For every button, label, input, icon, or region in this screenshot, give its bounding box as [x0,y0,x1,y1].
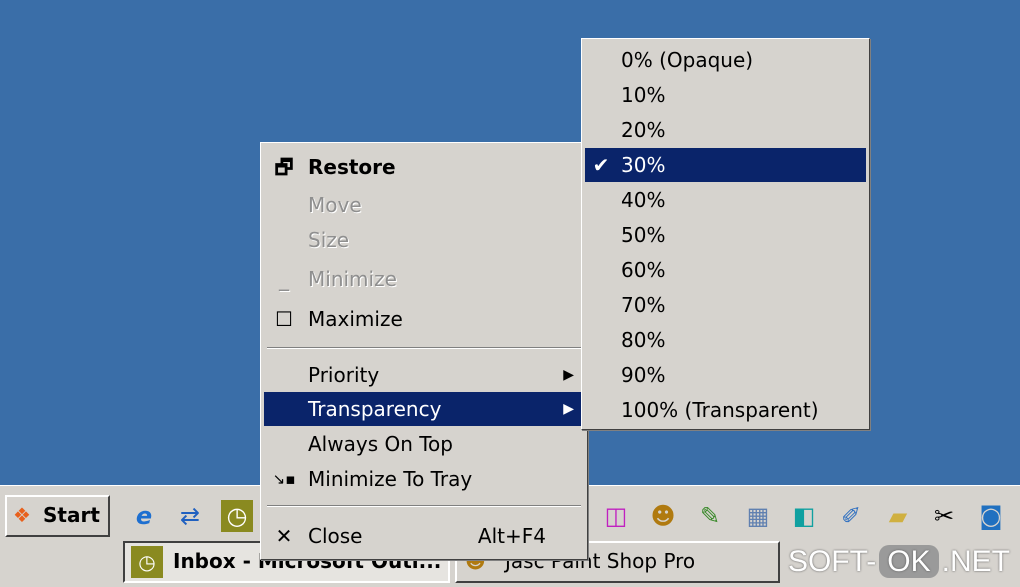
internet-explorer-icon[interactable]: e [135,502,153,530]
search-icon[interactable]: ◙ [979,502,1003,530]
folder-icon[interactable]: ▰ [888,502,908,530]
submenu-item[interactable]: 60% [621,258,666,282]
tool-icon[interactable]: ✎ [699,502,721,530]
menu-separator [267,505,581,507]
menu-item-minimize-to-tray[interactable]: ↘▪ Minimize To Tray [264,462,584,496]
submenu-item[interactable]: 10% [621,83,666,107]
watermark-logo: SOFT- OK .NET [787,545,1010,578]
minimize-to-tray-icon: ↘▪ [272,470,296,488]
outlook-icon[interactable]: ◷ [221,500,253,532]
sync-icon[interactable]: ⇄ [179,502,201,530]
menu-item-transparency[interactable]: Transparency ▶ [264,392,584,426]
task-paint-shop-pro[interactable]: ☻ Jasc Paint Shop Pro [455,541,780,583]
menu-item-close[interactable]: ✕ Close Alt+F4 [264,519,584,553]
maximize-icon: ☐ [275,307,293,331]
paint-shop-icon[interactable]: ☻ [650,502,676,530]
check-icon: ✔ [592,153,610,177]
submenu-arrow-icon: ▶ [563,401,574,417]
submenu-item[interactable]: 40% [621,188,666,212]
submenu-item[interactable]: 100% (Transparent) [621,398,819,422]
notebook-icon[interactable]: ◧ [792,502,816,530]
submenu-item[interactable]: 90% [621,363,666,387]
submenu-item[interactable]: 20% [621,118,666,142]
submenu-item[interactable]: 50% [621,223,666,247]
start-button[interactable]: ❖ Start [5,495,110,537]
outlook-icon: ◷ [131,546,163,578]
submenu-arrow-icon: ▶ [563,367,574,383]
notepad-icon[interactable]: ✐ [840,502,862,530]
windows-logo-icon: ❖ [13,503,31,527]
cut-icon[interactable]: ✂ [933,502,955,530]
app-icon[interactable]: ◫ [604,502,628,530]
menu-item-size: Size [308,228,350,252]
submenu-item[interactable]: 0% (Opaque) [621,48,754,72]
menu-item-minimize: _ Minimize [264,262,584,296]
menu-item-maximize[interactable]: ☐ Maximize [264,302,584,336]
calculator-icon[interactable]: ▦ [746,502,770,530]
restore-icon: 🗗 [274,155,294,179]
submenu-item[interactable]: ✔ 30% [585,148,866,182]
close-icon: ✕ [275,524,293,548]
menu-item-priority[interactable]: Priority ▶ [264,358,584,392]
submenu-item[interactable]: 70% [621,293,666,317]
minimize-icon: _ [279,267,289,291]
submenu-item[interactable]: 80% [621,328,666,352]
menu-item-move: Move [308,193,362,217]
menu-item-restore[interactable]: 🗗 Restore [264,150,584,184]
menu-separator [267,347,581,349]
transparency-submenu: 0% (Opaque) 10% 20% ✔ 30% 40% 50% 60% 70% 80% 90% 1… [581,38,870,430]
system-menu: 🗗 Restore Move Size _ Minimize ☐ Maximize P… [260,142,588,560]
menu-item-always-on-top[interactable]: Always On Top [308,432,453,456]
